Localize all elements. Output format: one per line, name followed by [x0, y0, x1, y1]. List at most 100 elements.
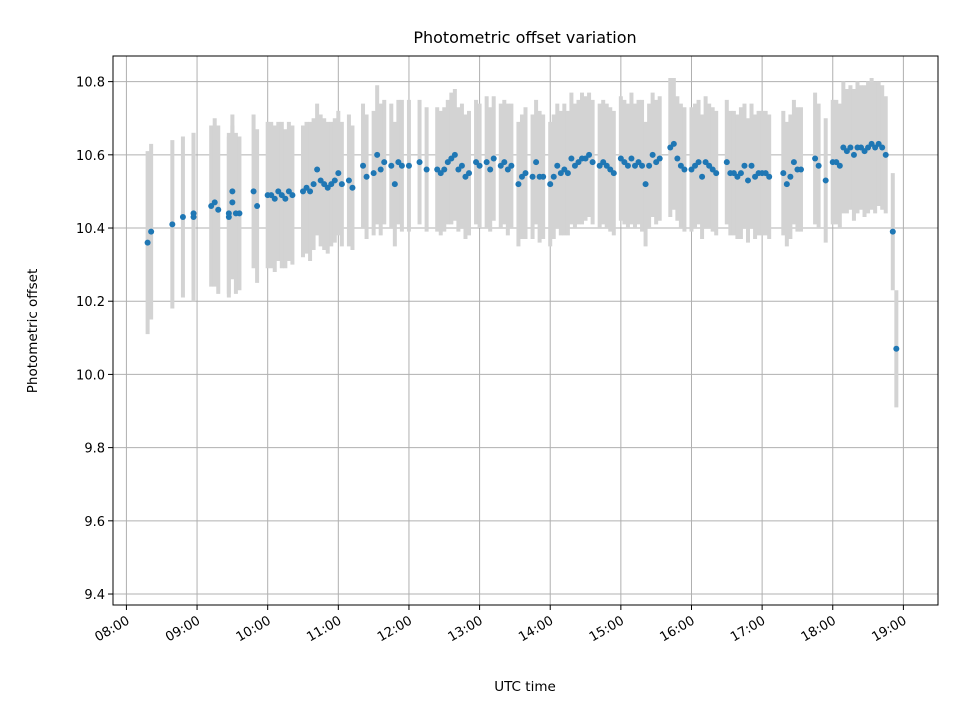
data-point [215, 206, 222, 213]
data-point [815, 162, 822, 169]
data-point [656, 155, 663, 162]
data-point [628, 155, 635, 162]
data-point [229, 199, 236, 206]
x-axis-label: UTC time [494, 679, 556, 695]
data-point [783, 181, 790, 188]
data-point [540, 173, 547, 180]
data-point [699, 173, 706, 180]
data-point [723, 159, 730, 166]
data-point [522, 170, 529, 177]
data-point [780, 170, 787, 177]
data-point [345, 177, 352, 184]
data-point [363, 173, 370, 180]
data-point [391, 181, 398, 188]
data-point [282, 195, 289, 202]
data-point [850, 151, 857, 158]
data-point [529, 173, 536, 180]
y-tick-label: 10.2 [76, 295, 105, 310]
data-point [533, 159, 540, 166]
data-point [586, 151, 593, 158]
data-point [225, 210, 232, 217]
y-tick-label: 10.0 [76, 368, 105, 383]
data-point [882, 151, 889, 158]
y-tick-label: 10.6 [76, 149, 105, 164]
data-point [797, 166, 804, 173]
data-point [847, 144, 854, 151]
data-point [441, 166, 448, 173]
data-point [681, 166, 688, 173]
data-point [741, 162, 748, 169]
data-point [787, 173, 794, 180]
data-point [476, 162, 483, 169]
data-point [554, 162, 561, 169]
data-point [487, 166, 494, 173]
data-point [547, 181, 554, 188]
y-tick-label: 10.4 [76, 222, 105, 237]
data-point [349, 184, 356, 191]
data-points [144, 140, 900, 352]
y-axis-ticks: 9.4 9.6 9.8 10.0 10.2 10.4 10.6 10.8 [76, 76, 113, 603]
data-point [465, 170, 472, 177]
data-point [670, 140, 677, 147]
y-tick-label: 9.4 [84, 588, 105, 603]
plot-frame [112, 55, 939, 606]
data-point [377, 166, 384, 173]
y-tick-label: 9.8 [84, 442, 105, 457]
data-point [483, 159, 490, 166]
data-point [564, 170, 571, 177]
data-point [416, 159, 423, 166]
data-point [310, 181, 317, 188]
data-point [649, 151, 656, 158]
data-point [624, 162, 631, 169]
data-point [610, 170, 617, 177]
data-point [822, 177, 829, 184]
data-point [550, 173, 557, 180]
data-point [254, 203, 261, 210]
data-point [338, 181, 345, 188]
data-point [381, 159, 388, 166]
data-point [374, 151, 381, 158]
data-point [405, 162, 412, 169]
data-point [646, 162, 653, 169]
data-point [398, 162, 405, 169]
data-point [236, 210, 243, 217]
data-point [744, 177, 751, 184]
data-point [812, 155, 819, 162]
data-point [370, 170, 377, 177]
data-point [388, 162, 395, 169]
data-point [289, 192, 296, 199]
data-point [642, 181, 649, 188]
y-tick-label: 9.6 [84, 515, 105, 530]
data-point [229, 188, 236, 195]
data-point [335, 170, 342, 177]
data-point [331, 177, 338, 184]
data-point [639, 162, 646, 169]
data-point [250, 188, 257, 195]
data-point [169, 221, 176, 228]
data-point [695, 159, 702, 166]
data-point [737, 170, 744, 177]
data-point [307, 188, 314, 195]
data-point [836, 162, 843, 169]
data-point [423, 166, 430, 173]
data-point [314, 166, 321, 173]
chart-title: Photometric offset variation [413, 28, 636, 47]
data-point [568, 155, 575, 162]
data-point [589, 159, 596, 166]
data-point [144, 239, 151, 246]
data-point [360, 162, 367, 169]
data-point [148, 228, 155, 235]
data-point [508, 162, 515, 169]
data-point [790, 159, 797, 166]
data-point [179, 214, 186, 221]
data-point [451, 151, 458, 158]
data-point [190, 210, 197, 217]
data-point [211, 199, 218, 206]
data-point [713, 170, 720, 177]
y-axis-label: Photometric offset [25, 269, 41, 393]
y-tick-label: 10.8 [76, 76, 105, 91]
data-point [766, 173, 773, 180]
data-point [458, 162, 465, 169]
data-point [271, 195, 278, 202]
